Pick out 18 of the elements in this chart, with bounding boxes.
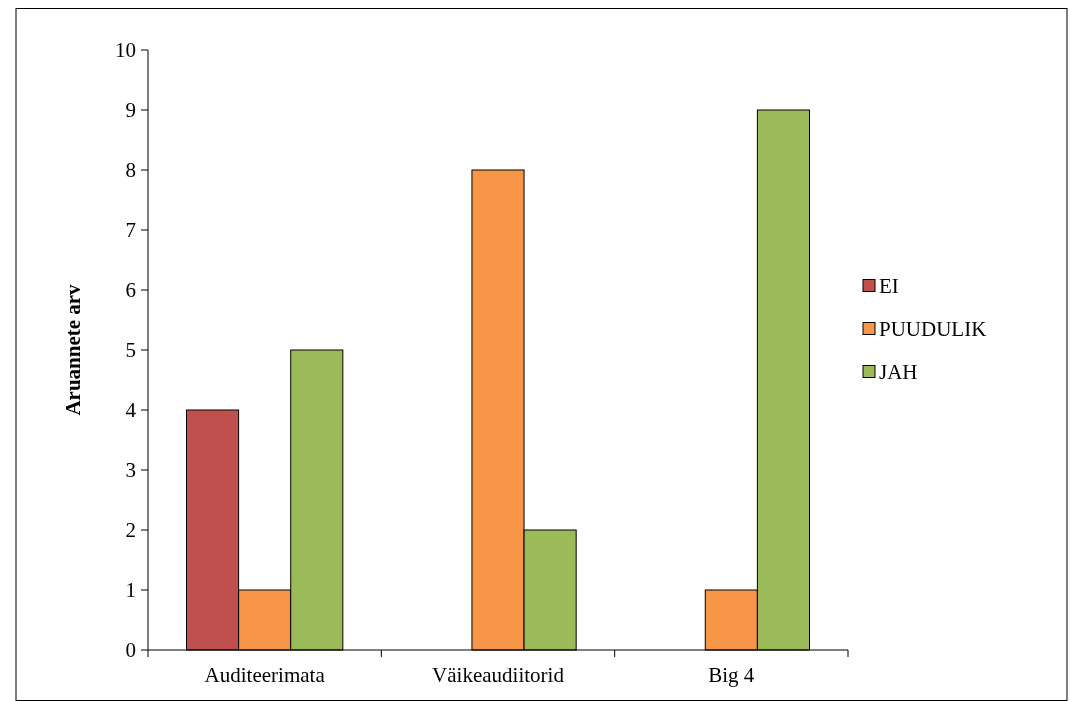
y-tick-label: 5 (125, 338, 136, 363)
y-tick-label: 7 (125, 218, 136, 243)
y-tick-label: 0 (125, 638, 136, 663)
y-tick-label: 6 (125, 278, 136, 303)
y-tick-label: 4 (125, 398, 137, 423)
y-tick-label: 9 (125, 98, 136, 123)
legend-label: EI (879, 273, 899, 298)
y-tick-label: 2 (125, 518, 136, 543)
x-tick-label: Väikeaudiitorid (432, 663, 565, 687)
legend-label: JAH (879, 359, 918, 384)
y-axis-title: Aruannete arv (61, 283, 85, 416)
y-tick-label: 10 (115, 38, 136, 63)
y-tick-label: 3 (125, 458, 136, 483)
x-tick-label: Big 4 (708, 663, 755, 687)
y-tick-label: 8 (125, 158, 136, 183)
x-tick-label: Auditeerimata (204, 663, 326, 687)
y-tick-label: 1 (125, 578, 136, 603)
legend-label: PUUDULIK (879, 316, 987, 341)
